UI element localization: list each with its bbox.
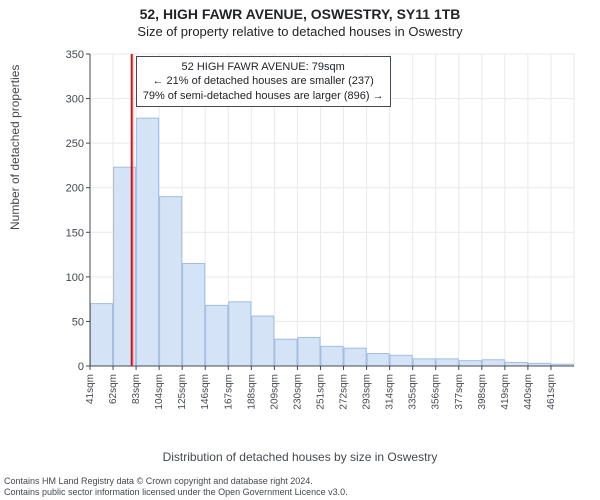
title-secondary: Size of property relative to detached ho…	[0, 24, 600, 39]
svg-text:230sqm: 230sqm	[292, 374, 303, 410]
x-axis-label: Distribution of detached houses by size …	[0, 450, 600, 464]
svg-text:314sqm: 314sqm	[385, 374, 396, 410]
svg-text:167sqm: 167sqm	[223, 374, 234, 410]
svg-text:300: 300	[66, 94, 84, 106]
svg-text:272sqm: 272sqm	[339, 374, 350, 410]
svg-text:251sqm: 251sqm	[315, 374, 326, 410]
svg-text:335sqm: 335sqm	[408, 374, 419, 410]
svg-text:200: 200	[66, 183, 84, 195]
svg-text:188sqm: 188sqm	[246, 374, 257, 410]
svg-text:250: 250	[66, 138, 84, 150]
svg-text:146sqm: 146sqm	[200, 374, 211, 410]
svg-text:356sqm: 356sqm	[431, 374, 442, 410]
callout-line3: 79% of semi-detached houses are larger (…	[143, 89, 384, 103]
svg-text:377sqm: 377sqm	[454, 374, 465, 410]
svg-text:100: 100	[66, 272, 84, 284]
svg-text:293sqm: 293sqm	[362, 374, 373, 410]
svg-text:41sqm: 41sqm	[85, 374, 96, 404]
svg-text:350: 350	[66, 49, 84, 61]
y-axis-label: Number of detached properties	[8, 65, 22, 230]
svg-text:83sqm: 83sqm	[131, 374, 142, 404]
svg-text:150: 150	[66, 227, 84, 239]
callout-line1: 52 HIGH FAWR AVENUE: 79sqm	[143, 60, 384, 74]
svg-text:104sqm: 104sqm	[154, 374, 165, 410]
footer-line1: Contains HM Land Registry data © Crown c…	[4, 476, 348, 487]
svg-text:398sqm: 398sqm	[477, 374, 488, 410]
svg-text:62sqm: 62sqm	[108, 374, 119, 404]
callout-line2: ← 21% of detached houses are smaller (23…	[143, 74, 384, 88]
svg-text:50: 50	[72, 316, 84, 328]
marker-callout: 52 HIGH FAWR AVENUE: 79sqm ← 21% of deta…	[136, 56, 391, 107]
svg-text:440sqm: 440sqm	[523, 374, 534, 410]
footer-line2: Contains public sector information licen…	[4, 487, 348, 498]
footer-attribution: Contains HM Land Registry data © Crown c…	[4, 476, 348, 498]
histogram-chart: 0 50 100 150 200 250 300 350 41sqm 62sqm 83sqm 104s…	[62, 48, 580, 418]
svg-text:125sqm: 125sqm	[177, 374, 188, 410]
svg-text:0: 0	[78, 361, 84, 373]
svg-text:461sqm: 461sqm	[546, 374, 557, 410]
svg-text:419sqm: 419sqm	[500, 374, 511, 410]
title-primary: 52, HIGH FAWR AVENUE, OSWESTRY, SY11 1TB	[0, 6, 600, 22]
svg-text:209sqm: 209sqm	[269, 374, 280, 410]
